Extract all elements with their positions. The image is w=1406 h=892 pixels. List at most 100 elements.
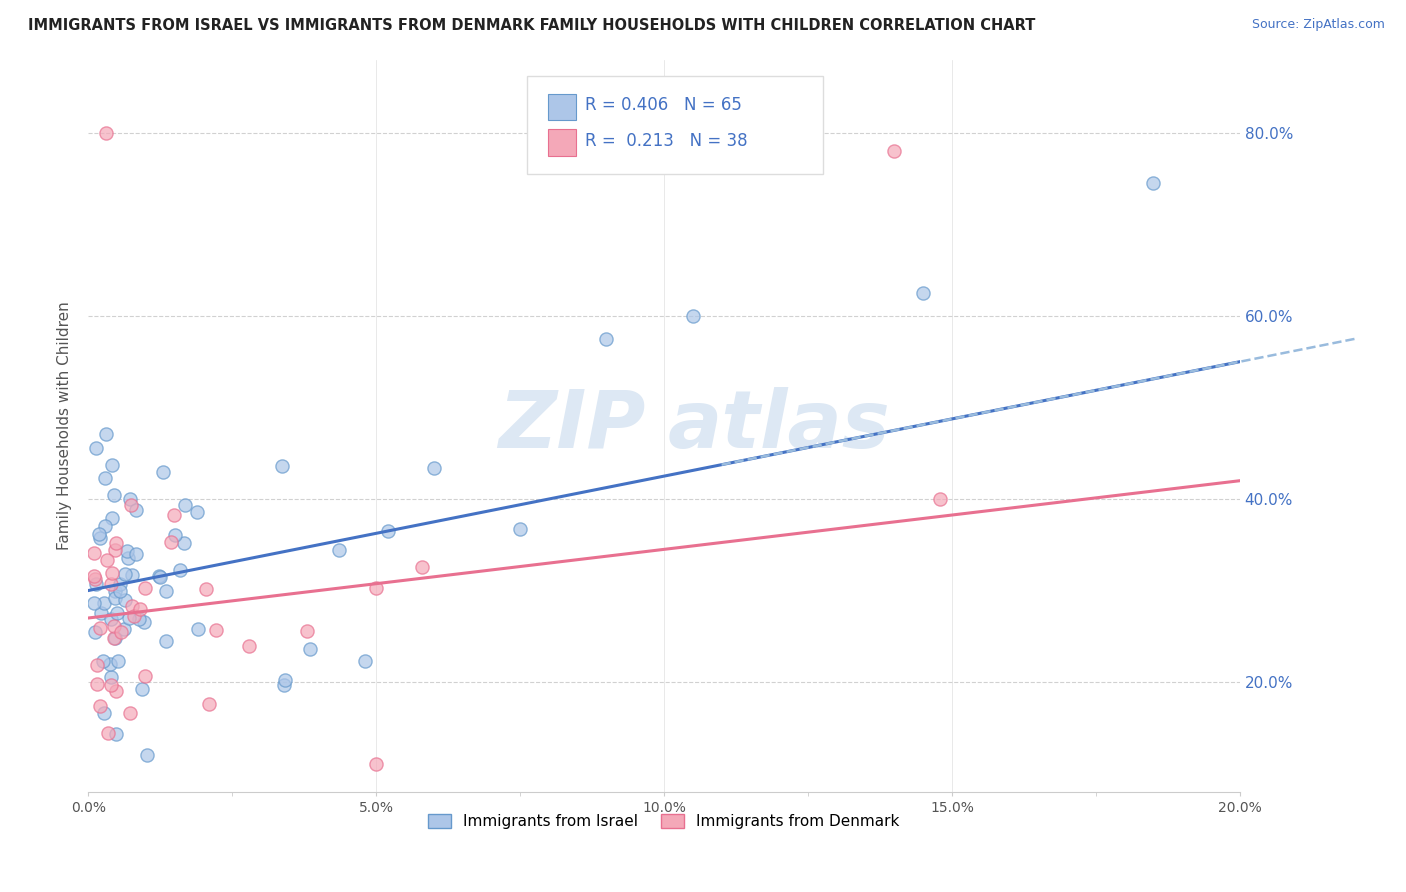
Point [205,624,228,638]
Point [87,527,110,541]
Point [129,602,152,616]
Point [186,505,208,519]
Point [105,606,128,620]
Point [155,583,177,598]
Point [97,726,120,740]
Point [100,678,122,692]
Point [100,612,122,626]
Point [104,543,127,558]
Point [155,633,177,648]
Point [105,727,128,741]
Point [274,673,297,687]
Point [84,625,107,640]
Point [595,332,617,346]
Point [238,639,260,653]
Point [120,498,142,512]
Point [912,286,935,301]
Point [121,567,143,582]
Point [103,488,125,502]
Point [187,622,209,636]
Point [118,491,141,506]
Point [198,698,221,712]
Point [122,608,145,623]
Point [104,591,127,606]
Point [83,569,105,583]
Point [1142,176,1164,190]
Point [93,706,115,721]
Point [96,426,118,441]
Point [86,658,108,673]
Point [174,498,197,512]
Point [93,596,115,610]
Point [90,606,112,620]
Text: R =  0.213   N = 38: R = 0.213 N = 38 [585,132,748,150]
Point [101,510,124,524]
Point [163,528,186,542]
Point [89,622,111,636]
Point [83,596,105,610]
Point [195,582,218,596]
Point [103,619,125,633]
Point [100,576,122,591]
Point [94,518,117,533]
Point [682,309,704,323]
Text: atlas: atlas [668,387,890,465]
Text: IMMIGRANTS FROM ISRAEL VS IMMIGRANTS FROM DENMARK FAMILY HOUSEHOLDS WITH CHILDRE: IMMIGRANTS FROM ISRAEL VS IMMIGRANTS FRO… [28,18,1035,33]
Point [271,459,294,474]
Point [159,535,181,549]
Point [117,551,139,566]
Point [104,536,127,550]
Point [96,126,118,140]
Point [110,577,132,591]
Point [101,458,124,472]
Point [118,706,141,721]
Point [94,470,117,484]
Point [104,631,127,645]
Point [108,583,131,598]
Point [86,677,108,691]
Point [104,584,127,599]
Point [124,503,146,517]
Point [163,508,186,522]
Point [96,553,118,567]
Text: Source: ZipAtlas.com: Source: ZipAtlas.com [1251,18,1385,31]
Point [273,678,295,692]
Point [134,669,156,683]
Point [114,567,136,582]
Point [135,748,157,763]
Y-axis label: Family Households with Children: Family Households with Children [58,301,72,550]
Point [364,757,387,772]
Point [114,593,136,607]
Point [103,631,125,645]
Legend: Immigrants from Israel, Immigrants from Denmark: Immigrants from Israel, Immigrants from … [422,808,905,836]
Point [422,461,444,475]
Point [149,569,172,583]
Point [883,144,905,158]
Point [110,624,132,639]
Point [364,581,387,595]
Text: ZIP: ZIP [498,387,645,465]
Point [89,531,111,545]
Point [84,442,107,456]
Point [91,654,114,668]
Point [125,547,148,561]
Point [128,612,150,626]
Point [411,560,433,574]
Point [83,572,105,586]
Point [84,576,107,591]
Point [152,465,174,479]
Point [148,569,170,583]
Point [89,699,111,714]
Point [132,615,155,630]
Point [83,546,105,560]
Point [131,682,153,697]
Point [100,669,122,683]
Point [112,622,135,636]
Point [295,624,318,639]
Point [377,524,399,539]
Point [929,491,952,506]
Point [115,544,138,558]
Point [173,536,195,550]
Point [104,684,127,698]
Point [299,641,322,656]
